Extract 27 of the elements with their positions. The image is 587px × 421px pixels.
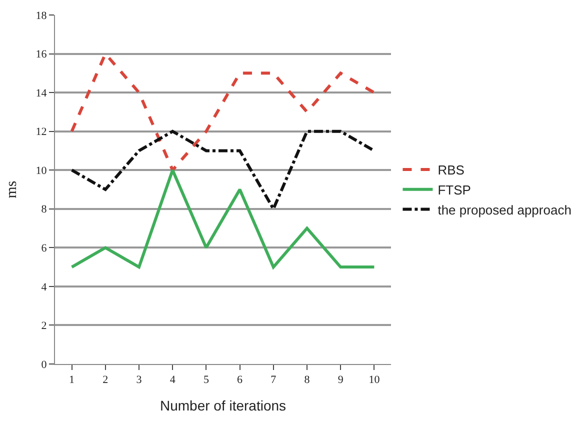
x-tick-label: 1 — [69, 374, 75, 386]
line-series — [70, 168, 376, 269]
y-tick-label: 8 — [41, 204, 48, 216]
x-axis-title: Number of iterations — [160, 398, 286, 414]
line-series — [70, 130, 376, 210]
x-tick-label: 8 — [304, 374, 310, 386]
legend-label: RBS — [438, 162, 465, 178]
legend-label: the proposed approach — [438, 202, 572, 218]
y-axis-title: ms — [4, 180, 20, 198]
y-tick-label: 6 — [41, 242, 48, 255]
x-tick-label: 4 — [170, 374, 176, 386]
y-tick-label: 0 — [41, 358, 48, 371]
x-tick-label: 10 — [368, 374, 380, 386]
y-tick-label: 14 — [36, 87, 48, 100]
x-tick-label: 9 — [338, 374, 344, 386]
y-tick-label: 10 — [36, 164, 48, 177]
x-tick-label: 6 — [237, 374, 244, 386]
x-tick-label: 3 — [136, 374, 142, 386]
legend-label: FTSP — [438, 182, 471, 198]
x-tick-label: 2 — [102, 374, 108, 386]
x-tick-label: 7 — [270, 374, 277, 386]
y-tick-label: 18 — [36, 10, 48, 22]
y-tick-label: 16 — [36, 48, 48, 61]
y-tick-label: 4 — [41, 281, 48, 294]
x-tick-label: 5 — [203, 374, 210, 386]
y-tick-label: 2 — [41, 320, 47, 332]
y-tick-label: 12 — [36, 126, 47, 138]
